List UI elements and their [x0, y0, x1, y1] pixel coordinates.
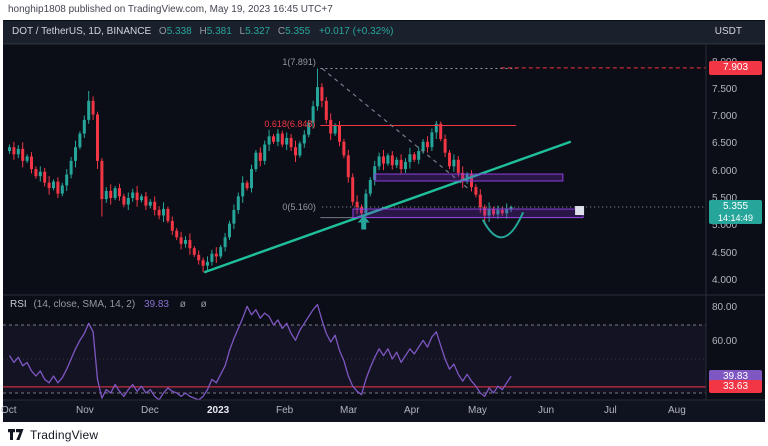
- alert-price-value: 7.903: [722, 61, 749, 73]
- high-label: H: [199, 26, 207, 37]
- chart-canvas[interactable]: [3, 20, 765, 422]
- tradingview-logo-text: TradingView: [30, 428, 99, 442]
- price-axis-label: 4.500: [712, 247, 738, 259]
- open-value: 5.338: [166, 26, 192, 37]
- price-axis-label: 6.000: [712, 165, 738, 177]
- change-value: +0.017 (+0.32%): [318, 26, 394, 37]
- symbol-title: DOT / TetherUS, 1D, BINANCE: [12, 26, 152, 37]
- high-value: 5.381: [206, 26, 232, 37]
- time-axis-label: Nov: [76, 405, 94, 416]
- rsi-params: (14, close, SMA, 14, 2): [33, 299, 136, 310]
- quote-currency-label: USDT: [714, 26, 742, 37]
- price-axis-label: 6.500: [712, 138, 738, 150]
- close-label: C: [277, 26, 286, 37]
- legend-bar: DOT / TetherUS, 1D, BINANCE O5.338 H5.38…: [4, 21, 764, 44]
- fib-label-0: 0(5.160): [282, 202, 316, 212]
- rsi-indicator-legend: RSI (14, close, SMA, 14, 2) 39.83 ø ø: [10, 299, 213, 310]
- symbol-legend: DOT / TetherUS, 1D, BINANCE O5.338 H5.38…: [12, 26, 393, 37]
- alert-price-badge: 7.903: [709, 60, 762, 75]
- time-axis-label: Dec: [141, 405, 159, 416]
- price-axis-label: 4.000: [712, 274, 738, 286]
- rsi-title: RSI: [10, 299, 27, 310]
- last-price-value: 5.355: [722, 201, 749, 212]
- rsi-hline-badge: 33.63: [709, 380, 762, 394]
- time-axis-label: Mar: [340, 405, 358, 416]
- rsi-axis-label: 80.00: [712, 302, 738, 313]
- low-value: 5.327: [245, 26, 271, 37]
- price-axis-label: 7.500: [712, 83, 738, 95]
- time-axis-label: Jun: [538, 405, 555, 416]
- rsi-value: 39.83: [143, 299, 169, 310]
- fib-label-1: 1(7.891): [282, 56, 316, 67]
- bar-countdown: 14:14:49: [717, 213, 754, 223]
- last-price-badge: 5.355 14:14:49: [709, 200, 762, 224]
- price-axis-label: 5.000: [712, 220, 738, 232]
- price-axis-label: 7.000: [712, 111, 738, 123]
- time-axis-label: May: [468, 405, 487, 416]
- open-label: O: [158, 26, 167, 37]
- time-axis-label: Feb: [276, 405, 294, 416]
- time-axis-label: Aug: [668, 405, 686, 416]
- tradingview-logo-icon: [8, 429, 24, 440]
- publish-info: honghip1808 published on TradingView.com…: [8, 4, 333, 15]
- rsi-hidden-values: ø ø: [179, 299, 213, 310]
- time-axis-label: Apr: [404, 405, 420, 416]
- time-axis-label: Oct: [1, 405, 17, 416]
- fib-label-0618: 0.618(6.848): [264, 119, 316, 130]
- rsi-value-badge: 39.83: [709, 369, 762, 383]
- time-axis-label: Jul: [604, 405, 617, 416]
- footer-brand[interactable]: TradingView: [8, 427, 98, 443]
- price-axis-label: 5.500: [712, 193, 738, 205]
- close-value: 5.355: [285, 26, 311, 37]
- time-axis-label: 2023: [207, 405, 230, 416]
- rsi-axis-label: 60.00: [712, 336, 738, 347]
- low-label: L: [239, 26, 246, 37]
